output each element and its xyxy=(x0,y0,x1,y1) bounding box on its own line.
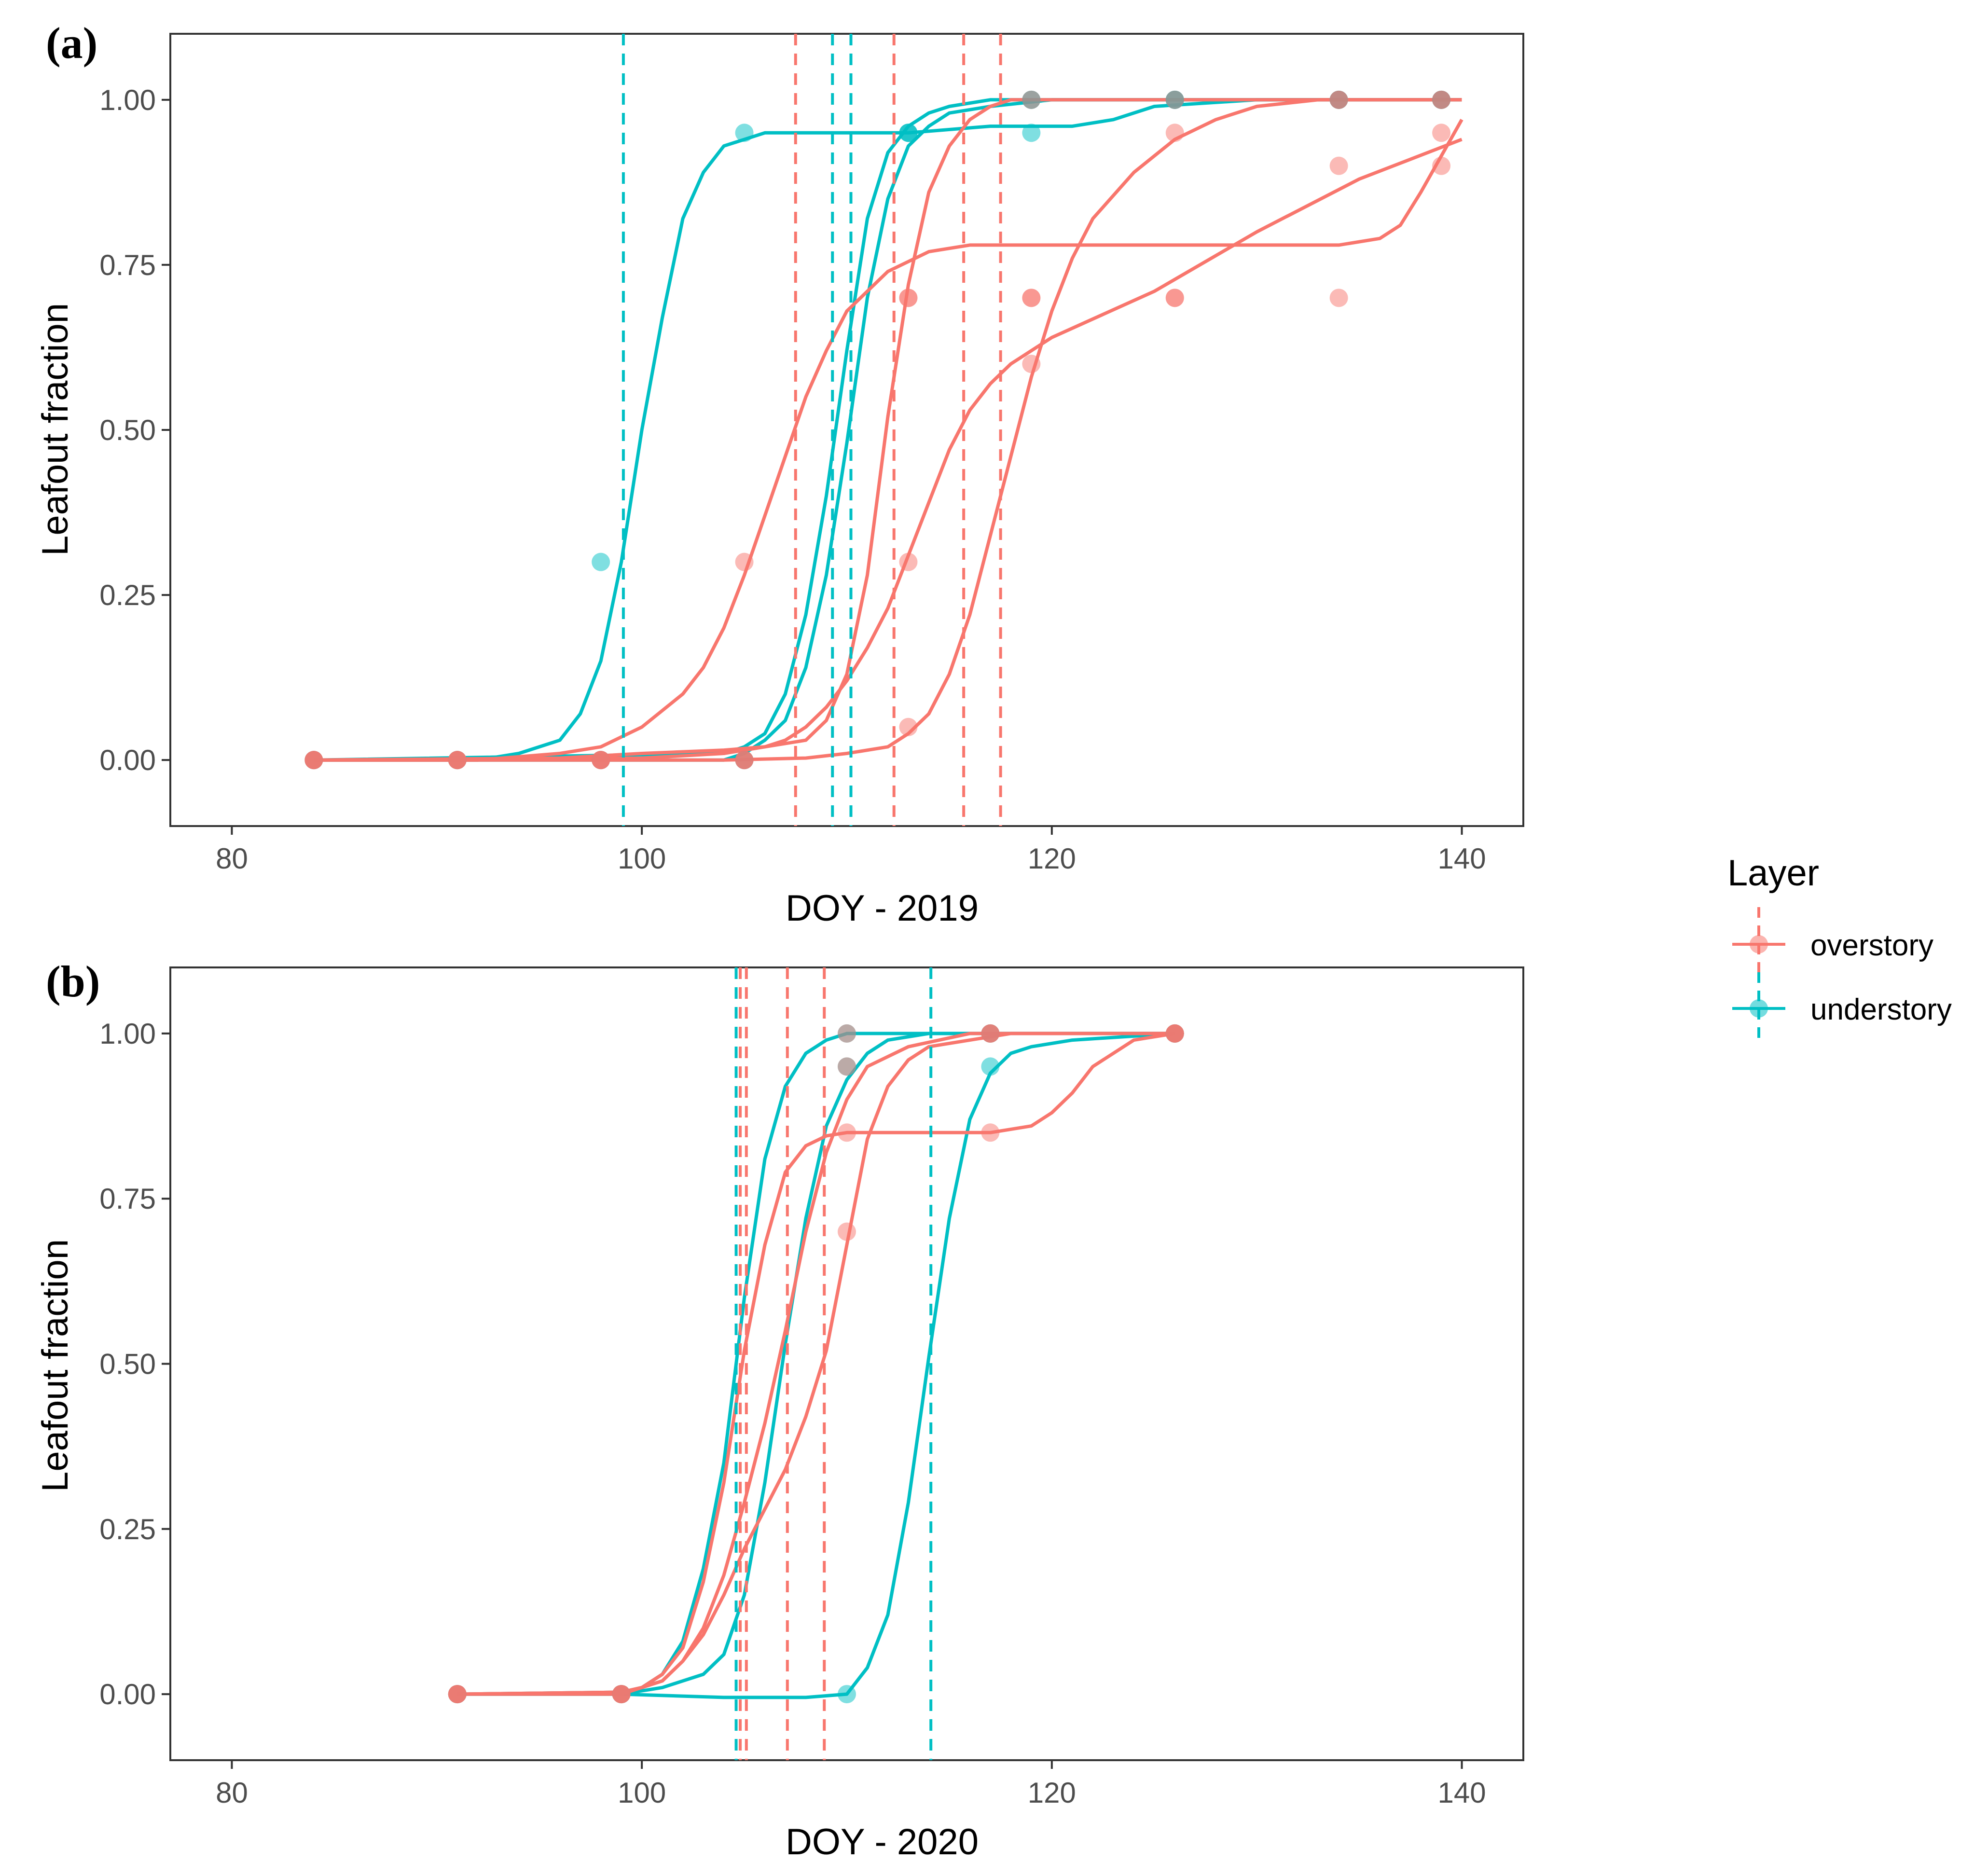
panel-b: (b) Leafout fraction DOY - 2020 80 100 120… xyxy=(35,957,1524,1862)
panel-a-curve-overstory-4 xyxy=(314,119,1463,762)
panel-b-point-overstory xyxy=(981,1123,1000,1142)
panel-a-plot-area: 80 100 120 140 0.00 0.25 0.50 0.75 1.00 xyxy=(99,33,1524,875)
panel-a-point-overstory xyxy=(735,751,754,770)
panel-b-point-overstory xyxy=(448,1685,467,1704)
panel-a-x-axis-label: DOY - 2019 xyxy=(786,888,979,929)
panel-a-x-tick-label: 80 xyxy=(216,842,248,875)
legend-key-understory-point xyxy=(1750,999,1768,1018)
panel-b-plot-area: 80 100 120 140 0.00 0.25 0.50 0.75 1.00 xyxy=(99,966,1524,1809)
panel-a-point-overstory xyxy=(1329,156,1348,175)
panel-a-tag: (a) xyxy=(46,18,97,68)
panel-a-point-overstory xyxy=(1022,355,1041,373)
panel-b-point-overstory xyxy=(838,1123,856,1142)
panel-b-tag: (b) xyxy=(46,957,100,1006)
panel-b-marks xyxy=(448,967,1184,1760)
panel-a-curve-overstory-5 xyxy=(314,98,1462,762)
panel-a-point-overstory xyxy=(304,751,323,770)
panel-a-marks xyxy=(304,34,1463,826)
panel-a-point-understory xyxy=(1022,124,1041,142)
panel-b-point-overstory xyxy=(1165,1024,1184,1043)
panel-a-point-overstory xyxy=(899,717,918,736)
panel-b-curve-understory-3 xyxy=(457,1032,1175,1699)
panel-a-y-tick-label: 1.00 xyxy=(99,84,156,116)
legend-item-understory: understory xyxy=(1732,972,1952,1045)
legend-title: Layer xyxy=(1727,853,1819,894)
panel-b-point-understory xyxy=(981,1057,1000,1076)
legend-key-overstory-point xyxy=(1750,935,1768,953)
legend-label-overstory: overstory xyxy=(1810,929,1933,962)
panel-a-point-overstory xyxy=(1022,90,1041,109)
panel-a-point-overstory xyxy=(1165,124,1184,142)
panel-a-point-overstory xyxy=(1022,289,1041,307)
panel-b-curve-understory-2 xyxy=(457,1032,1175,1696)
panel-b-x-axis-label: DOY - 2020 xyxy=(786,1821,979,1862)
panel-a-x-tick-label: 120 xyxy=(1028,842,1076,875)
panel-b-x-tick-label: 100 xyxy=(618,1777,666,1809)
panel-b-y-tick-label: 0.50 xyxy=(99,1348,156,1380)
panel-b-curve-overstory-4 xyxy=(457,1032,1175,1696)
panel-a-y-tick-label: 0.75 xyxy=(99,249,156,281)
panel-b-y-tick-label: 1.00 xyxy=(99,1018,156,1050)
panel-b-y-tick-label: 0.75 xyxy=(99,1183,156,1215)
panel-b-point-overstory xyxy=(838,1057,856,1076)
panel-a-point-overstory xyxy=(1329,90,1348,109)
legend-item-overstory: overstory xyxy=(1732,907,1933,982)
panel-a-point-overstory xyxy=(448,751,467,770)
panel-b-y-axis-label: Leafout fraction xyxy=(35,1239,76,1492)
panel-a-y-tick-label: 0.25 xyxy=(99,579,156,611)
panel-b-point-overstory xyxy=(838,1024,856,1043)
panel-a-point-overstory xyxy=(1165,289,1184,307)
panel-b-x-tick-label: 140 xyxy=(1437,1777,1486,1809)
panel-a: (a) Leafout fraction DOY - 2019 80 100 120… xyxy=(35,18,1524,929)
panel-b-y-tick-label: 0.00 xyxy=(99,1678,156,1710)
legend-label-understory: understory xyxy=(1810,993,1952,1026)
panel-a-point-understory xyxy=(735,124,754,142)
panel-a-point-overstory xyxy=(1432,156,1451,175)
panel-a-point-understory xyxy=(592,552,610,571)
panel-a-point-overstory xyxy=(735,552,754,571)
panel-b-curve-overstory-6 xyxy=(457,1032,1175,1696)
panel-a-point-overstory xyxy=(1329,289,1348,307)
panel-b-y-tick-label: 0.25 xyxy=(99,1513,156,1545)
panel-a-y-tick-label: 0.00 xyxy=(99,744,156,776)
panel-a-point-overstory xyxy=(1432,90,1451,109)
panel-a-point-overstory xyxy=(1165,90,1184,109)
panel-b-point-overstory xyxy=(838,1222,856,1241)
panel-b-x-tick-label: 120 xyxy=(1028,1777,1076,1809)
panel-a-point-overstory xyxy=(1432,124,1451,142)
panel-a-curve-overstory-7 xyxy=(314,98,1462,762)
panel-a-x-tick-label: 100 xyxy=(618,842,666,875)
panel-a-y-axis-label: Leafout fraction xyxy=(35,303,76,556)
panel-a-point-overstory xyxy=(899,289,918,307)
panel-b-point-understory xyxy=(838,1685,856,1704)
panel-b-x-tick-label: 80 xyxy=(216,1777,248,1809)
legend: Layer overstory understory xyxy=(1727,853,1952,1045)
panel-a-y-tick-label: 0.50 xyxy=(99,414,156,446)
panel-b-point-overstory xyxy=(612,1685,631,1704)
panel-a-point-understory xyxy=(899,124,918,142)
panel-a-curve-understory-1 xyxy=(314,98,1462,762)
panel-a-point-overstory xyxy=(592,751,610,770)
panel-a-curve-understory-2 xyxy=(314,98,1462,762)
panel-a-x-tick-label: 140 xyxy=(1437,842,1486,875)
panel-a-point-overstory xyxy=(899,552,918,571)
panel-b-point-overstory xyxy=(981,1024,1000,1043)
